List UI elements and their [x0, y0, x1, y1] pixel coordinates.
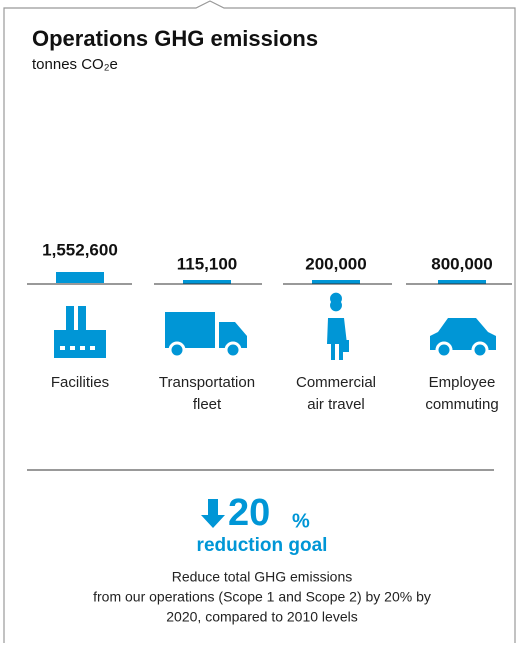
icon-detail [70, 346, 75, 350]
label: Transportation [159, 374, 255, 391]
label: Employee [429, 374, 496, 391]
label: air travel [307, 396, 365, 413]
label: fleet [193, 396, 222, 413]
wheel [168, 341, 186, 359]
value: 800,000 [431, 254, 492, 273]
wheel [224, 341, 242, 359]
label: commuting [425, 396, 498, 413]
icon-detail [60, 346, 65, 350]
value: 200,000 [305, 254, 366, 273]
down-arrow [201, 499, 225, 528]
goal-figure: 20 [228, 492, 270, 534]
label: Facilities [51, 374, 109, 391]
icon-detail [80, 346, 85, 350]
frame [3, 0, 516, 643]
icon [165, 312, 247, 348]
goal-caption: reduction goal [197, 535, 328, 556]
goal-text: from our operations (Scope 1 and Scope 2… [93, 589, 431, 605]
goal-text: Reduce total GHG emissions [172, 569, 353, 585]
wheel [471, 341, 489, 359]
icon-detail [90, 346, 95, 350]
bar-accent [56, 272, 104, 283]
bar-accent [183, 280, 231, 284]
value: 115,100 [177, 254, 238, 273]
wheel [435, 341, 453, 359]
subtitle: tonnes CO₂e [32, 56, 118, 73]
columns: 1,552,600 Facilities 115,100 Transportation… [27, 240, 512, 413]
icon [54, 306, 106, 358]
bar-accent [312, 280, 360, 284]
goal-unit: % [292, 510, 310, 532]
bar-accent [438, 280, 486, 284]
value: 1,552,600 [42, 240, 118, 259]
title: Operations GHG emissions [32, 26, 318, 51]
bag [340, 340, 349, 352]
label: Commercial [296, 374, 376, 391]
goal-text: 2020, compared to 2010 levels [166, 609, 357, 625]
